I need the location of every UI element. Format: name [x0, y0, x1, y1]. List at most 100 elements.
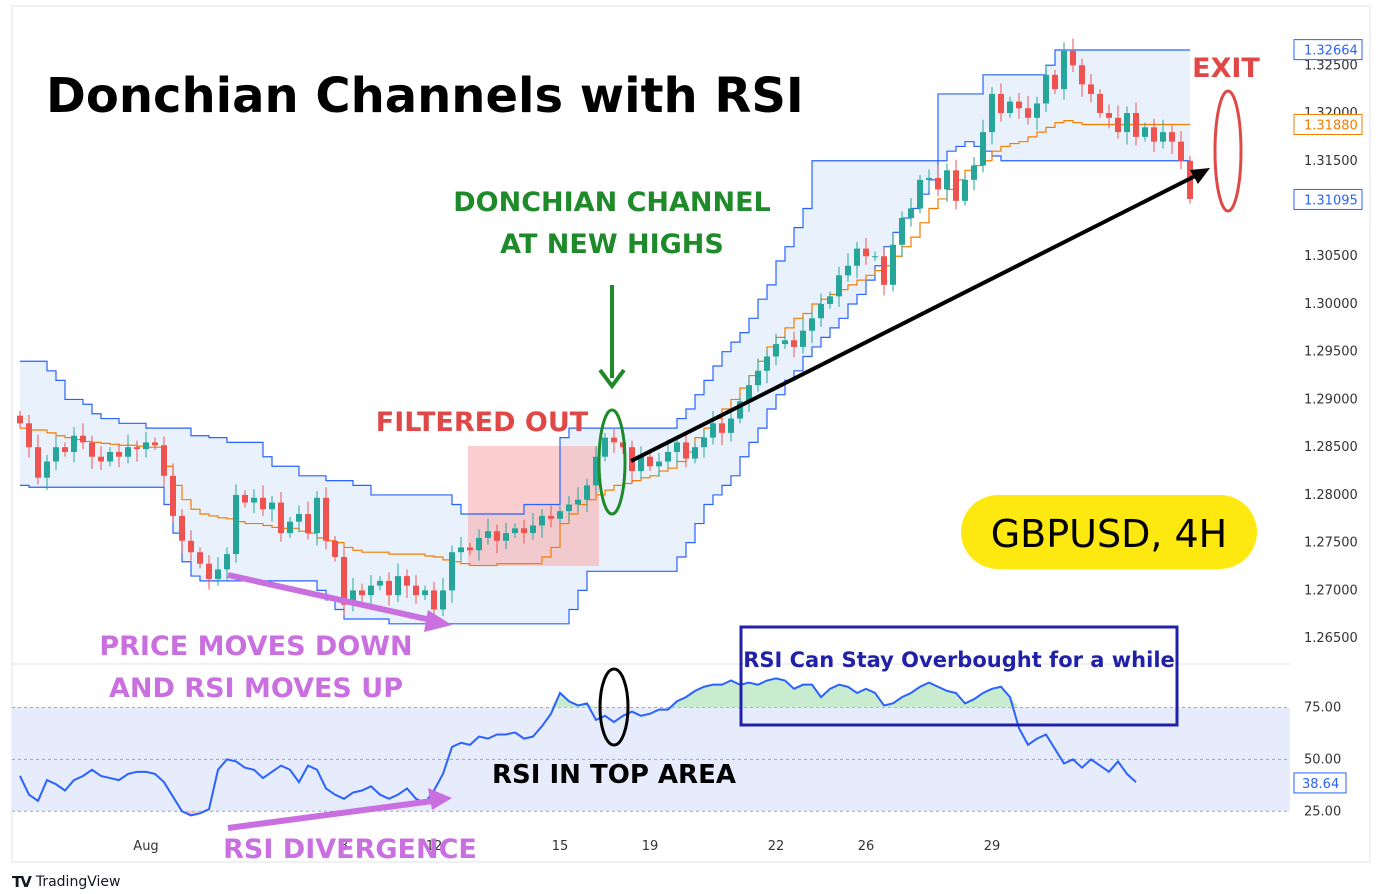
candle-body: [287, 521, 293, 534]
candle-body: [656, 461, 662, 467]
candle-body: [422, 590, 428, 596]
price-tick-label: 1.31500: [1304, 154, 1358, 169]
candle-body: [161, 445, 167, 476]
exit-label: EXIT: [1192, 53, 1260, 84]
candle-body: [782, 340, 788, 345]
candle-body: [845, 265, 851, 276]
candle-body: [134, 447, 140, 450]
candle-body: [890, 244, 896, 285]
rsi-line: [19, 677, 1137, 817]
candle-body: [35, 447, 41, 478]
candle-body: [71, 435, 77, 452]
candle-body: [179, 515, 185, 541]
candle-body: [863, 248, 869, 257]
headline-bottom: AT NEW HIGHS: [500, 229, 724, 260]
candle-body: [152, 442, 158, 446]
rsi-overbought-fill: [20, 678, 1136, 708]
time-tick-label: 8: [340, 839, 348, 854]
candle-body: [1151, 127, 1157, 142]
candle-body: [494, 531, 500, 541]
filtered-out-box: [468, 446, 599, 566]
time-tick-label: 26: [858, 839, 875, 854]
candle-body: [908, 208, 914, 219]
candle-body: [251, 497, 257, 503]
breakout-circle: [597, 408, 627, 516]
price-label-box: [1293, 113, 1363, 135]
candle-body: [944, 170, 950, 190]
candle-body: [440, 590, 446, 610]
time-tick-label: 12: [426, 839, 443, 854]
candle-body: [530, 525, 536, 534]
candle-body: [854, 248, 860, 266]
price-tick-label: 1.30500: [1304, 249, 1358, 264]
price-labels: 1.32664 1.31880 1.31095 38.64: [1293, 39, 1363, 794]
candle-body: [260, 497, 266, 510]
price-label-box: [1293, 188, 1363, 210]
rsi-top-circle: [598, 667, 630, 747]
candle-body: [1115, 117, 1121, 133]
candle-body: [503, 533, 509, 541]
candle-body: [188, 540, 194, 553]
candle-body: [827, 296, 833, 304]
candle-body: [332, 540, 338, 557]
price-arrow-head: [424, 610, 452, 632]
candle-body: [305, 514, 311, 534]
candle-body: [224, 554, 230, 570]
candle-body: [395, 576, 401, 596]
candle-body: [125, 447, 131, 457]
candle-body: [611, 437, 617, 443]
chart-title: Donchian Channels with RSI: [46, 68, 804, 124]
candle-body: [170, 475, 176, 516]
candle-body: [89, 442, 95, 457]
candle-body: [710, 423, 716, 438]
price-label-text: 1.31880: [1304, 118, 1358, 133]
candle-body: [998, 93, 1004, 114]
candle-body: [1160, 132, 1166, 142]
candle-body: [485, 531, 491, 538]
candle-body: [1088, 84, 1094, 94]
candle-body: [17, 415, 23, 424]
symbol-badge: [961, 495, 1257, 569]
candle-body: [413, 585, 419, 596]
candle-body: [197, 552, 203, 564]
candle-body: [350, 590, 356, 605]
price-tick-label: 1.28000: [1304, 488, 1358, 503]
candle-body: [449, 552, 455, 591]
tradingview-logo-icon: TV: [12, 873, 32, 891]
top-area-label: RSI IN TOP AREA: [492, 760, 736, 790]
candle-body: [521, 528, 527, 534]
price-note-bottom: AND RSI MOVES UP: [109, 673, 403, 704]
divergence-label: RSI DIVERGENCE: [223, 834, 477, 865]
candle-body: [107, 451, 113, 462]
time-tick-label: 22: [768, 839, 785, 854]
candle-body: [458, 547, 464, 553]
candle-body: [359, 590, 365, 596]
candle-body: [53, 447, 59, 462]
chart-frame: [11, 5, 1371, 863]
candle-body: [404, 576, 410, 586]
candle-body: [746, 385, 752, 402]
candle-body: [566, 504, 572, 512]
candle-body: [926, 177, 932, 180]
candle-body: [1007, 101, 1013, 114]
trend-arrow-head: [1190, 168, 1210, 184]
candle-body: [467, 547, 473, 551]
candle-body: [872, 256, 878, 258]
candle-body: [989, 93, 995, 133]
candle-body: [1061, 50, 1067, 90]
candle-body: [683, 442, 689, 459]
candle-body: [881, 256, 887, 285]
rsi-arrow-shaft: [227, 797, 441, 831]
candle-body: [737, 401, 743, 419]
candle-body: [791, 340, 797, 347]
time-tick-label: Aug: [133, 839, 158, 854]
candle-body: [386, 580, 392, 596]
time-tick-label: 15: [552, 839, 569, 854]
donchian-lower-line: [20, 141, 1191, 625]
price-tick-label: 1.27500: [1304, 536, 1358, 551]
rsi-tick-label: 25.00: [1304, 804, 1341, 819]
price-pane: [17, 38, 1193, 625]
price-arrow-shaft: [227, 572, 441, 625]
candle-body: [953, 170, 959, 201]
price-note-top: PRICE MOVES DOWN: [99, 631, 412, 662]
